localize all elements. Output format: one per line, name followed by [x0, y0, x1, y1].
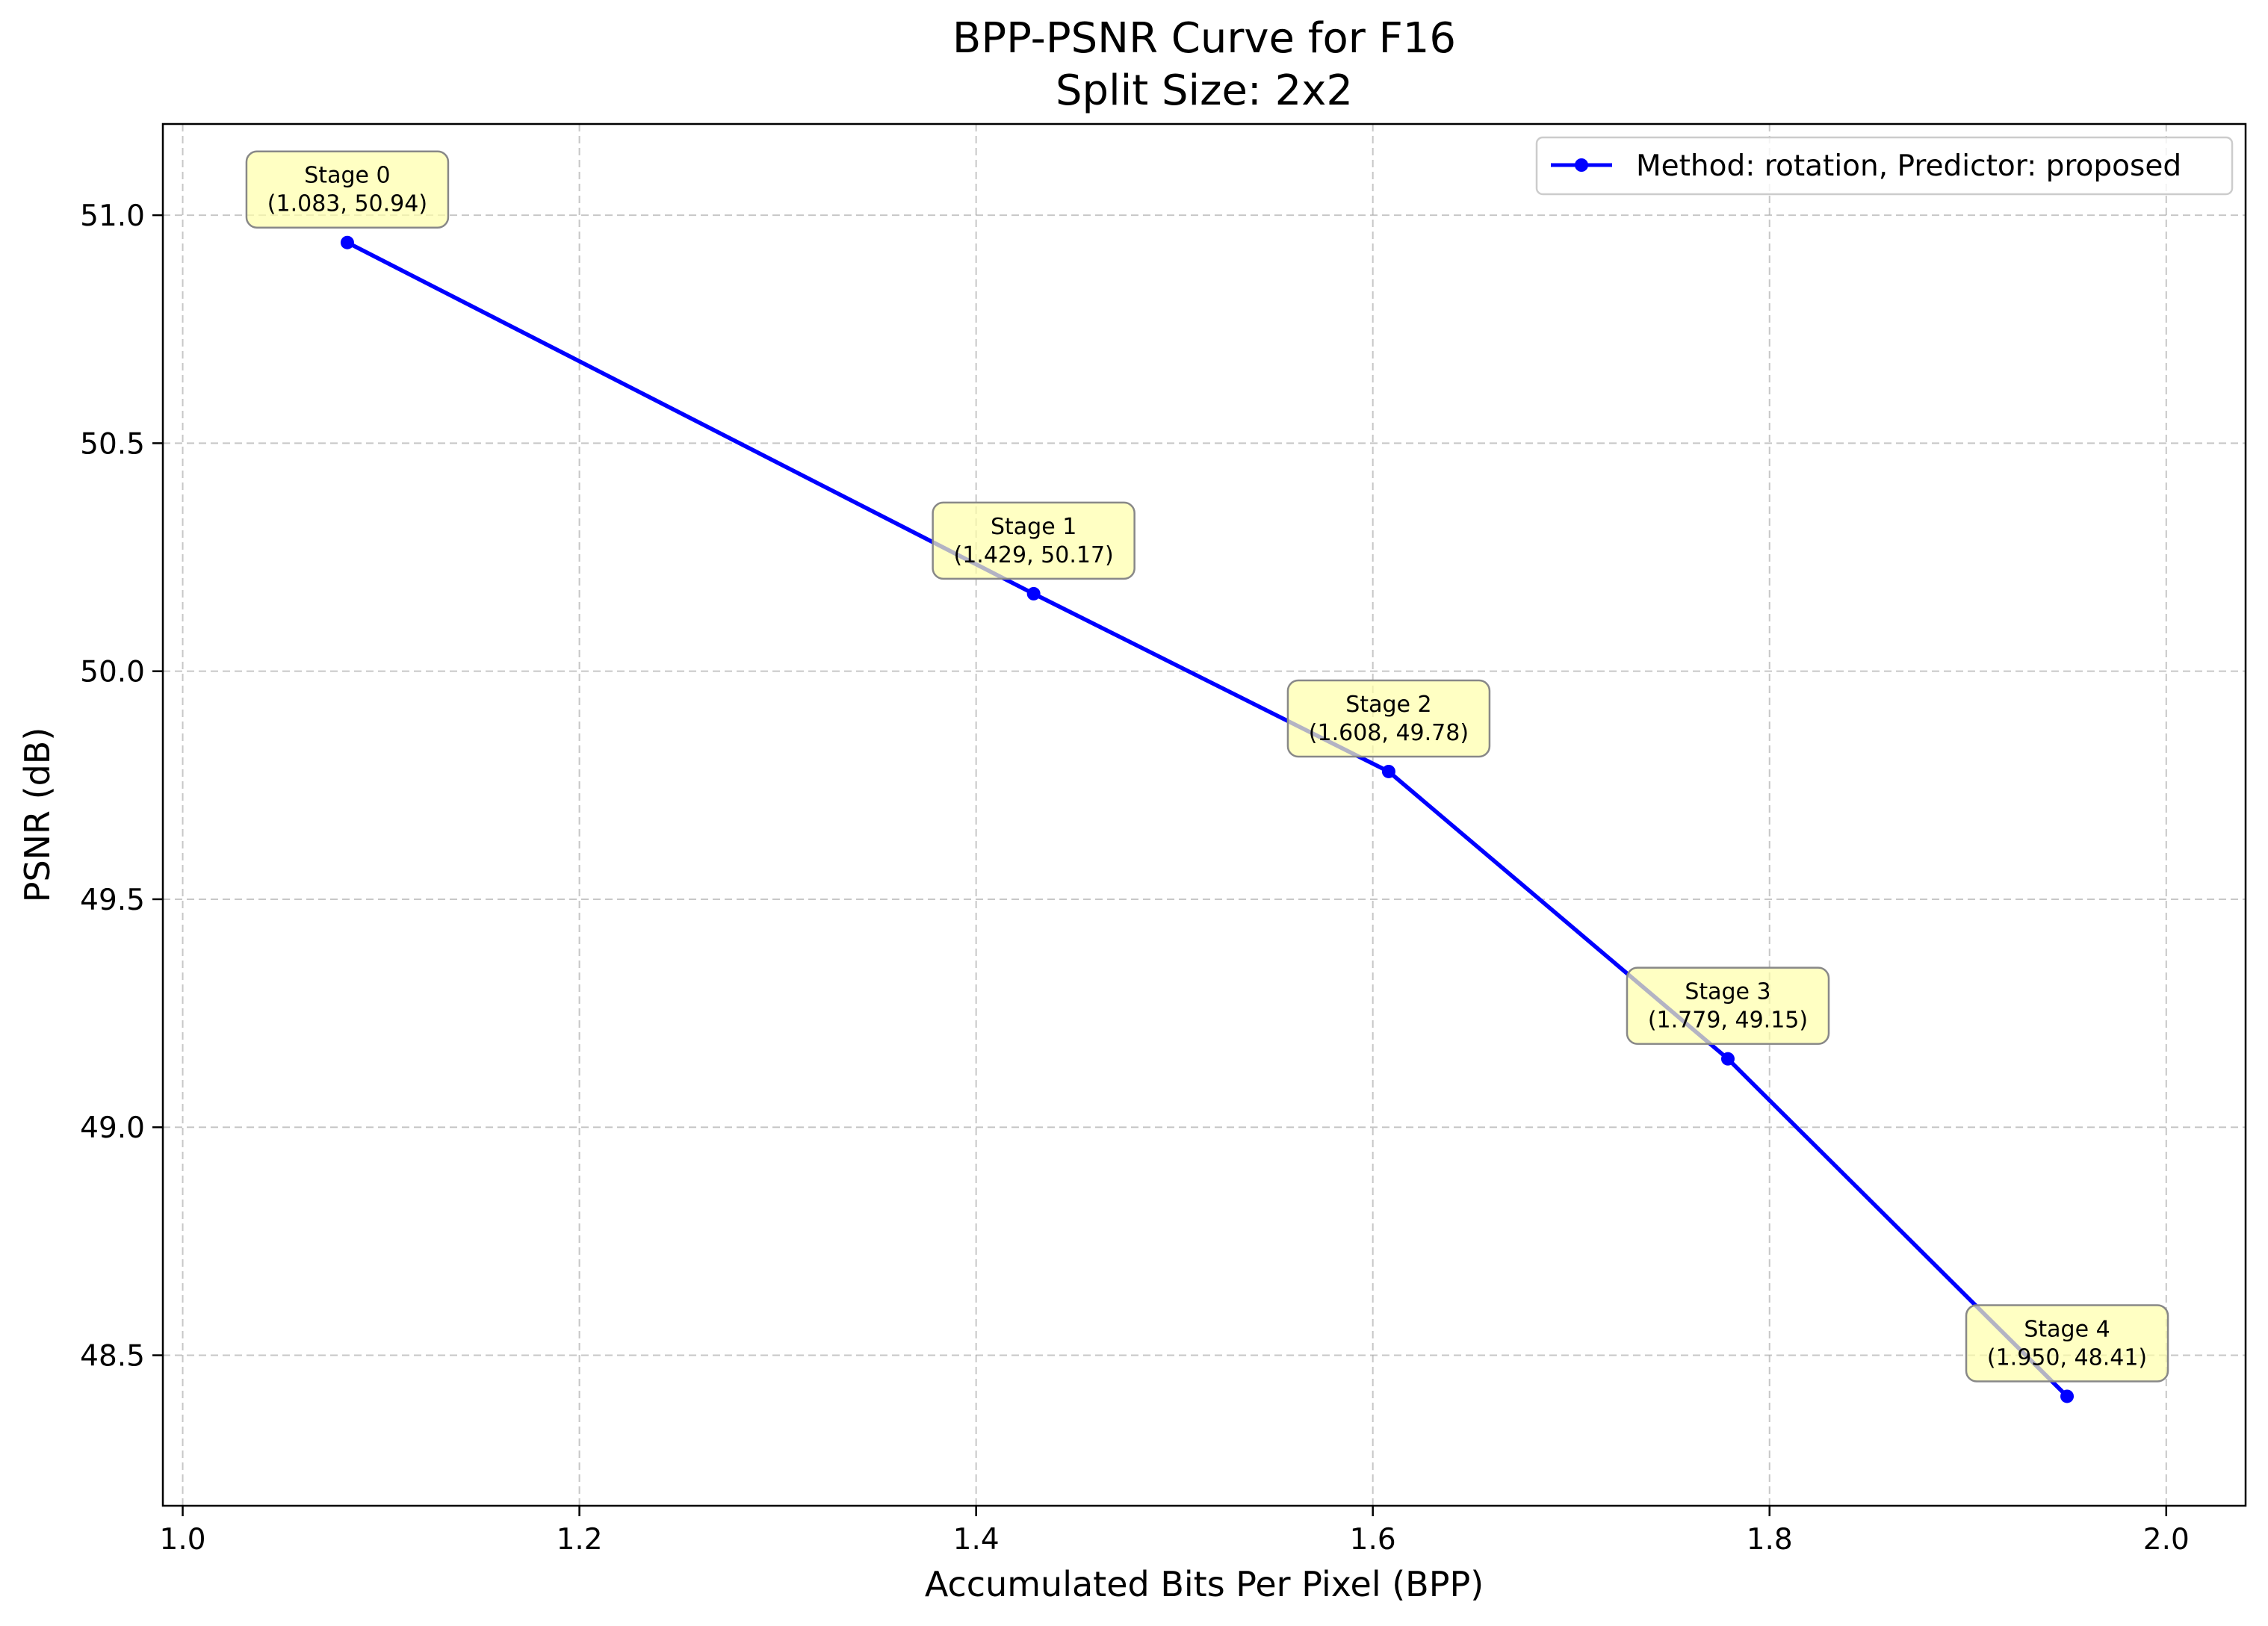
data-point	[2060, 1389, 2075, 1403]
annotation-background	[1626, 966, 1830, 1045]
annotation-coords-label: (1.429, 50.17)	[954, 542, 1114, 568]
plot-area-frame	[161, 122, 2247, 1507]
annotation-layer: Stage 0(1.083, 50.94) Stage 1(1.429, 50.1…	[245, 150, 2169, 1383]
annotation-box: Stage 2(1.608, 49.78)	[1286, 679, 1491, 758]
y-tick-label: 51.0	[80, 199, 145, 233]
x-tick-label: 1.8	[1747, 1523, 1793, 1557]
y-tick-label: 48.5	[80, 1340, 145, 1374]
data-point	[1381, 764, 1395, 778]
y-tick-label: 49.0	[80, 1111, 145, 1145]
series-layer	[340, 235, 2075, 1403]
annotation-coords-label: (1.779, 49.15)	[1648, 1008, 1808, 1034]
annotation-stage-label: Stage 2	[1345, 692, 1431, 718]
annotation-box: Stage 3 (1.779, 49.15)	[1626, 966, 1830, 1045]
annotation-background	[1286, 679, 1491, 758]
annotation-box: Stage 0(1.083, 50.94)	[245, 150, 450, 229]
annotation-background	[245, 150, 450, 229]
grid-lines	[163, 124, 2246, 1506]
x-tick-label: 2.0	[2143, 1523, 2190, 1557]
annotation-stage-label: Stage 3	[1685, 979, 1770, 1005]
x-axis-label: Accumulated Bits Per Pixel (BPP)	[925, 1564, 1484, 1604]
y-tick-label: 50.5	[80, 427, 145, 461]
annotation-stage-label: Stage 1	[991, 514, 1076, 540]
y-axis-label: PSNR (dB)	[17, 727, 58, 903]
legend-marker-swatch	[1575, 158, 1588, 172]
data-point	[340, 235, 354, 249]
legend-box	[1535, 136, 2234, 196]
x-tick-label: 1.2	[557, 1523, 603, 1557]
annotation-box: Stage 4(1.950, 48.41)	[1965, 1304, 2169, 1383]
axis-ticks: 1.0 1.2 1.4 1.6 1.8 2.0 48.5 49.0 49.5 50.0 50.5 51…	[80, 199, 2190, 1557]
data-point	[1026, 586, 1041, 601]
legend-series-label: Method: rotation, Predictor: proposed	[1636, 149, 2181, 183]
x-tick-label: 1.6	[1350, 1523, 1396, 1557]
legend: Method: rotation, Predictor: proposed	[1535, 136, 2234, 196]
annotation-coords-label: (1.083, 50.94)	[267, 191, 427, 217]
annotation-box: Stage 1(1.429, 50.17)	[932, 501, 1135, 580]
y-tick-label: 50.0	[80, 656, 145, 689]
chart-subtitle: Split Size: 2x2	[1056, 66, 1353, 115]
annotation-coords-label: (1.608, 49.78)	[1309, 720, 1469, 746]
chart-title: BPP-PSNR Curve for F16	[952, 14, 1456, 63]
annotation-stage-label: Stage 0	[304, 163, 390, 189]
y-tick-label: 49.5	[80, 884, 145, 917]
annotation-background	[932, 501, 1135, 580]
x-tick-label: 1.0	[160, 1523, 206, 1557]
data-point	[1720, 1052, 1735, 1066]
annotation-stage-label: Stage 4	[2024, 1316, 2110, 1342]
x-tick-label: 1.4	[953, 1523, 1000, 1557]
annotation-coords-label: (1.950, 48.41)	[1987, 1344, 2147, 1371]
annotation-background	[1965, 1304, 2169, 1383]
